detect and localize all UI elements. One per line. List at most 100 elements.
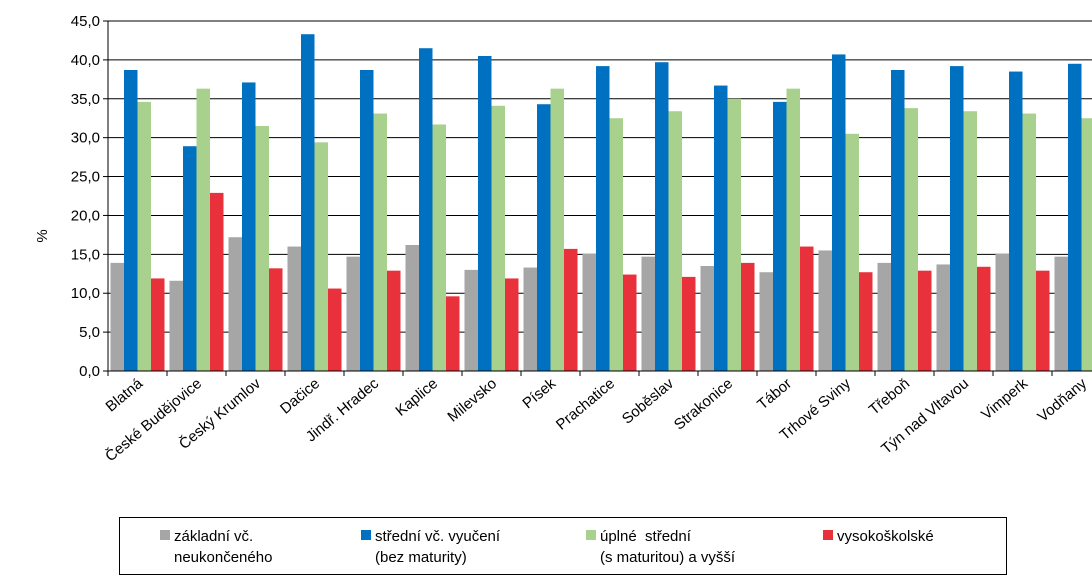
bar-4-3 <box>269 268 283 371</box>
bar-3-9 <box>609 118 623 371</box>
x-tick-label: Dačice <box>277 375 323 418</box>
x-tick-label: Strakonice <box>671 375 736 434</box>
legend-swatch-uplne-stredni <box>586 530 596 540</box>
bar-2-11 <box>714 85 728 372</box>
y-tick-label: 10,0 <box>71 285 100 302</box>
bar-4-9 <box>623 274 637 371</box>
y-axis-label: % <box>34 229 51 242</box>
bar-2-16 <box>1009 71 1023 372</box>
bar-2-13 <box>832 54 846 371</box>
bar-4-6 <box>446 296 460 371</box>
legend-label-vysokoskolske: vysokoškolské <box>837 528 934 545</box>
bar-4-8 <box>564 248 578 371</box>
bar-4-13 <box>859 272 873 371</box>
bar-2-5 <box>360 70 374 371</box>
bar-1-5 <box>346 256 360 371</box>
bar-2-4 <box>301 34 315 371</box>
bar-2-10 <box>655 62 669 371</box>
y-tick-label: 40,0 <box>71 52 100 69</box>
bar-3-14 <box>904 108 918 371</box>
legend-swatch-vysokoskolske <box>823 530 833 540</box>
y-tick-label: 5,0 <box>79 324 100 341</box>
bar-1-1 <box>110 262 124 371</box>
bar-1-4 <box>287 246 301 371</box>
bar-3-8 <box>550 88 564 372</box>
bar-3-17 <box>1081 118 1092 371</box>
bar-1-13 <box>818 250 832 371</box>
bar-4-12 <box>800 246 814 371</box>
x-tick-label: Vodňany <box>1034 375 1090 426</box>
bar-1-17 <box>1054 256 1068 371</box>
legend: základní vč. neukončeného střední vč. vy… <box>119 517 1007 575</box>
bar-4-14 <box>918 270 932 371</box>
y-tick-label: 25,0 <box>71 169 100 186</box>
bar-1-2 <box>169 280 183 371</box>
bar-3-13 <box>845 133 859 371</box>
bar-4-1 <box>151 278 165 371</box>
bar-2-3 <box>242 82 256 371</box>
bar-3-15 <box>963 111 977 371</box>
x-tick-label: Milevsko <box>444 375 500 426</box>
legend-label-zakladni: základní vč. neukončeného <box>174 528 273 566</box>
x-tick-label: Písek <box>519 375 559 412</box>
legend-label-uplne-stredni: úplné střední (s maturitou) a vyšší <box>600 528 736 566</box>
bar-4-11 <box>741 262 755 371</box>
legend-swatch-stredni <box>361 530 371 540</box>
bar-1-9 <box>582 253 596 371</box>
y-tick-label: 35,0 <box>71 91 100 108</box>
bar-2-15 <box>950 66 964 371</box>
bar-1-15 <box>936 264 950 371</box>
bar-1-10 <box>641 256 655 371</box>
legend-item-stredni: střední vč. vyučení (bez maturity) <box>361 526 500 568</box>
bar-3-2 <box>196 88 210 372</box>
bar-2-6 <box>419 48 433 371</box>
y-tick-label: 0,0 <box>79 363 100 380</box>
legend-item-uplne-stredni: úplné střední (s maturitou) a vyšší <box>586 526 735 568</box>
x-tick-label: Vimperk <box>978 375 1031 424</box>
bar-3-12 <box>786 88 800 372</box>
y-tick-label: 15,0 <box>71 246 100 263</box>
x-tick-label: Tábor <box>754 375 795 413</box>
legend-label-stredni: střední vč. vyučení (bez maturity) <box>375 528 501 566</box>
bar-1-11 <box>700 266 714 371</box>
bar-3-10 <box>668 111 682 371</box>
bar-3-4 <box>314 142 328 371</box>
y-tick-label: 30,0 <box>71 130 100 147</box>
x-tick-label: Blatná <box>103 375 147 416</box>
bar-3-1 <box>137 101 151 371</box>
bar-2-17 <box>1068 63 1082 372</box>
bars <box>110 34 1092 372</box>
x-tick-label: Soběslav <box>619 375 678 428</box>
bar-1-16 <box>995 253 1009 371</box>
bar-4-5 <box>387 270 401 371</box>
y-tick-label: 20,0 <box>71 207 100 224</box>
bar-3-5 <box>373 113 387 372</box>
bar-3-11 <box>727 98 741 372</box>
bar-4-4 <box>328 288 342 371</box>
bar-2-14 <box>891 70 905 371</box>
legend-item-vysokoskolske: vysokoškolské <box>823 526 934 547</box>
bar-2-1 <box>124 70 138 371</box>
bar-4-15 <box>977 266 991 371</box>
x-tick-label: Třeboň <box>866 375 913 419</box>
bar-4-16 <box>1036 270 1050 371</box>
bar-4-2 <box>210 192 224 371</box>
bar-3-16 <box>1022 113 1036 372</box>
bar-1-12 <box>759 272 773 371</box>
bar-chart: 0,0 5,0 10,0 15,0 20,0 25,0 30,0 35,0 40,0 45,0 B… <box>34 13 1092 466</box>
y-tick-labels: 0,0 5,0 10,0 15,0 20,0 25,0 30,0 35,0 40,0 45,0 <box>71 13 100 380</box>
bar-1-8 <box>523 267 537 371</box>
bar-1-7 <box>464 269 478 371</box>
bar-4-10 <box>682 276 696 371</box>
bar-1-6 <box>405 245 419 371</box>
bar-3-7 <box>491 105 505 372</box>
y-tick-label: 45,0 <box>71 13 100 30</box>
x-tick-label: Prachatice <box>553 375 618 434</box>
x-tick-label: Kaplice <box>392 375 441 420</box>
bar-4-7 <box>505 278 519 371</box>
bar-2-12 <box>773 101 787 371</box>
axes <box>103 20 1092 376</box>
bar-3-6 <box>432 124 446 371</box>
bar-2-7 <box>478 56 492 371</box>
